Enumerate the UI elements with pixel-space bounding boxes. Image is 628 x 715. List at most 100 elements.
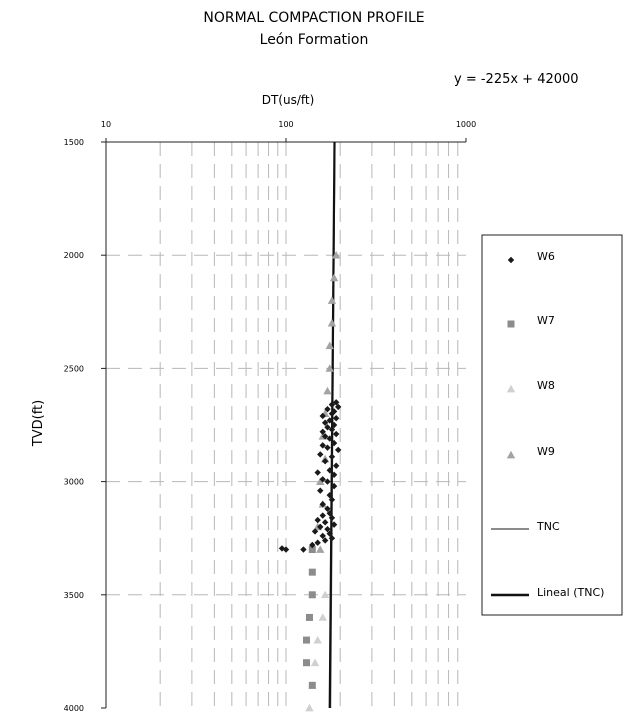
data-point-w6	[326, 491, 333, 499]
data-point-w6	[278, 545, 286, 552]
legend-swatch	[506, 384, 516, 393]
data-point-w6	[300, 546, 307, 553]
y-tick-label: 4000	[64, 704, 84, 713]
data-point-w6	[319, 428, 326, 435]
data-point-w6	[317, 487, 324, 494]
data-point-w6	[324, 478, 331, 485]
data-point-w6	[317, 523, 324, 531]
data-point-w8	[320, 590, 330, 599]
data-point-w6	[319, 501, 326, 508]
data-point-w9	[316, 477, 325, 485]
data-point-w6	[328, 426, 336, 433]
legend-swatch	[506, 450, 516, 459]
data-point-w6	[332, 399, 340, 406]
data-point-w6	[319, 442, 326, 449]
legend-item-w9: W9	[506, 445, 555, 459]
data-point-w8	[318, 613, 327, 621]
data-point-w9	[327, 296, 337, 304]
data-point-w9	[329, 273, 339, 282]
series-w7	[303, 546, 316, 689]
data-point-w6	[328, 496, 336, 503]
y-tick-label: 2500	[64, 364, 84, 373]
legend-item-w7: W7	[507, 314, 555, 328]
data-point-w6	[326, 435, 333, 442]
legend-item-w8: W8	[506, 379, 555, 393]
data-point-w6	[314, 469, 321, 476]
data-point-w6	[330, 439, 338, 447]
x-tick-label: 1000	[456, 120, 476, 129]
chart-subtitle: León Formation	[260, 32, 369, 48]
y-tick-label: 3500	[64, 591, 84, 600]
data-point-w6	[319, 532, 326, 540]
series-w8	[305, 590, 330, 712]
chart-title: NORMAL COMPACTION PROFILE	[203, 10, 424, 26]
legend-swatch	[507, 256, 515, 264]
data-point-w9	[327, 318, 337, 327]
data-point-w8	[310, 658, 320, 667]
data-point-w6	[324, 525, 331, 533]
data-point-w9	[325, 341, 334, 350]
legend-item-tnc: TNC	[491, 520, 560, 533]
data-point-w9	[325, 364, 334, 372]
data-point-w6	[321, 537, 329, 544]
tick-labels: 10 100 1000 1500 2000 2500 3000 3500 4000	[64, 120, 477, 713]
data-point-w6	[332, 462, 340, 469]
data-point-w6	[319, 412, 326, 420]
data-point-w8	[313, 635, 322, 644]
data-point-w9	[323, 386, 332, 395]
series-w6	[278, 399, 342, 553]
data-point-w6	[309, 541, 316, 549]
data-point-w6	[330, 521, 338, 528]
grid	[106, 142, 466, 708]
data-point-w6	[326, 467, 333, 474]
data-point-w6	[324, 405, 331, 413]
data-point-w6	[328, 401, 336, 408]
data-point-w6	[321, 419, 329, 426]
data-point-w6	[324, 505, 331, 512]
data-point-w6	[328, 453, 336, 460]
data-point-w6	[332, 430, 340, 438]
axes	[101, 138, 467, 709]
data-point-w6	[330, 482, 338, 490]
legend-label: TNC	[536, 520, 560, 533]
data-point-w6	[314, 539, 321, 546]
data-point-w6	[319, 512, 326, 519]
y-tick-label: 1500	[64, 138, 84, 147]
legend-label: W8	[537, 379, 555, 392]
data-point-w6	[330, 421, 338, 429]
data-point-w6	[319, 476, 326, 483]
data-point-w6	[330, 471, 338, 479]
data-point-w7	[308, 681, 316, 689]
data-point-w7	[303, 636, 311, 644]
y-axis-label: TVD(ft)	[31, 400, 46, 447]
data-point-w6	[335, 403, 342, 411]
trendline-equation: y = -225x + 42000	[454, 72, 579, 87]
legend-box	[481, 234, 623, 616]
data-marks	[278, 141, 342, 712]
data-point-w6	[326, 530, 333, 537]
data-point-w6	[335, 446, 342, 454]
y-tick-label: 2000	[64, 251, 84, 260]
legend-label: Lineal (TNC)	[537, 586, 604, 599]
data-point-w6	[324, 424, 331, 431]
data-point-w6	[311, 528, 319, 535]
data-point-w7	[305, 613, 313, 621]
data-point-w6	[282, 546, 290, 553]
data-point-w6	[332, 415, 340, 422]
data-point-w7	[303, 659, 311, 667]
data-point-w9	[316, 545, 325, 553]
y-tick-label: 3000	[64, 478, 84, 487]
data-point-w6	[321, 433, 329, 440]
data-point-w6	[330, 408, 338, 415]
legend-item-w6: W6	[507, 250, 555, 264]
data-point-w6	[321, 519, 329, 526]
data-point-w6	[321, 458, 329, 465]
data-point-w6	[326, 417, 333, 424]
x-tick-label: 10	[101, 120, 111, 129]
data-point-w7	[308, 568, 316, 576]
legend-label: W6	[537, 250, 555, 263]
data-point-w6	[328, 514, 336, 522]
data-point-w7	[308, 546, 316, 554]
x-axis-label: DT(us/ft)	[262, 93, 315, 107]
